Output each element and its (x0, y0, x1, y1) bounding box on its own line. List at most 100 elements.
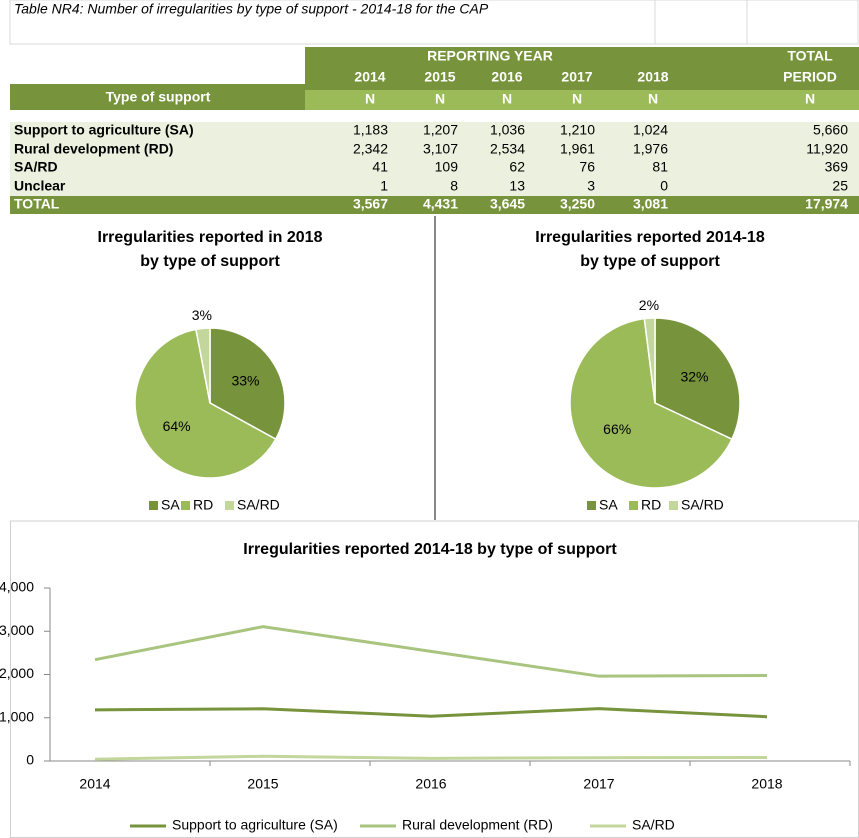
total-row-bg (10, 196, 859, 214)
pie-slice (195, 327, 211, 404)
legend-swatch (629, 501, 638, 510)
x-tick-label: 2018 (751, 776, 782, 792)
legend-swatch (149, 501, 158, 510)
cell: 369 (825, 159, 849, 175)
line-series (94, 754, 768, 761)
legend-label: Rural development (RD) (402, 817, 553, 833)
column-header: PERIOD (783, 69, 837, 85)
unit-row-bg (305, 90, 859, 110)
column-header: 2015 (424, 69, 455, 85)
cell: 4,431 (423, 196, 458, 212)
pie-slice (569, 317, 733, 489)
legend-label: SA (599, 497, 618, 513)
unit-label: N (805, 91, 815, 107)
unit-label: N (648, 91, 658, 107)
cell: 3,107 (423, 141, 458, 157)
cell: 76 (579, 159, 595, 175)
cell: 3,645 (490, 196, 525, 212)
column-header: 2014 (354, 69, 385, 85)
cell: 3 (587, 178, 595, 194)
header-bg (10, 84, 305, 110)
unit-label: N (435, 91, 445, 107)
unit-label: N (502, 91, 512, 107)
cell: 1,024 (633, 122, 668, 138)
y-tick-label: 4,000 (0, 579, 34, 595)
cell: 1,976 (633, 141, 668, 157)
cell: 11,920 (806, 141, 848, 157)
legend-label: SA (161, 497, 180, 513)
pie-slice (134, 328, 277, 479)
cell: 1,961 (560, 141, 595, 157)
column-header: 2016 (491, 69, 522, 85)
cell: 1 (380, 178, 388, 194)
chart-title: Irregularities reported in 2018 (98, 229, 323, 246)
header-bg (305, 47, 859, 90)
column-header: Type of support (106, 89, 211, 105)
cell: 2,342 (353, 141, 388, 157)
chart-title: by type of support (140, 253, 280, 270)
cell: 2,534 (490, 141, 525, 157)
x-tick-label: 2014 (79, 776, 110, 792)
cell: 3,081 (633, 196, 668, 212)
cell: 109 (435, 159, 459, 175)
column-header: 2018 (637, 69, 668, 85)
row-label: TOTAL (14, 196, 60, 212)
cell: 1,183 (353, 122, 388, 138)
cell: 41 (372, 159, 388, 175)
column-header: TOTAL (787, 48, 833, 64)
cell: 81 (652, 159, 668, 175)
chart-title: Irregularities reported 2014-18 (535, 229, 765, 246)
pie-slice (209, 327, 286, 441)
legend-swatch (225, 501, 234, 510)
column-header: 2017 (561, 69, 592, 85)
row-label: Rural development (RD) (14, 141, 173, 157)
row-label: SA/RD (14, 159, 58, 175)
y-tick-label: 2,000 (0, 665, 34, 681)
y-tick-label: 0 (26, 752, 34, 768)
data-label: 33% (231, 373, 259, 389)
title-cell (9, 0, 859, 45)
unit-label: N (572, 91, 582, 107)
chart-title: by type of support (580, 253, 720, 270)
pie-slice (654, 317, 741, 441)
data-label: 64% (163, 418, 191, 434)
data-label: 66% (603, 421, 631, 437)
legend-swatch (181, 501, 190, 510)
cell: 0 (660, 178, 668, 194)
legend-label: SA/RD (632, 817, 675, 833)
y-tick-label: 1,000 (0, 708, 34, 724)
cell: 17,974 (805, 196, 848, 212)
legend-label: RD (641, 497, 661, 513)
data-label: 32% (680, 369, 708, 385)
cell: 1,210 (560, 122, 595, 138)
legend-label: SA/RD (681, 497, 724, 513)
data-label: 2% (639, 297, 659, 313)
cell: 3,250 (560, 196, 595, 212)
line-series (94, 707, 768, 719)
legend-swatch (669, 501, 678, 510)
y-tick-label: 3,000 (0, 622, 34, 638)
x-tick-label: 2017 (583, 776, 614, 792)
legend-label: RD (193, 497, 213, 513)
row-label: Unclear (14, 178, 66, 194)
x-tick-label: 2015 (247, 776, 278, 792)
data-label: 3% (192, 307, 212, 323)
cell: 3,567 (353, 196, 388, 212)
line-series (94, 625, 768, 678)
table-title: Table NR4: Number of irregularities by t… (14, 1, 489, 17)
column-group: REPORTING YEAR (427, 48, 553, 64)
legend-label: SA/RD (237, 497, 280, 513)
cell: 25 (832, 178, 848, 194)
unit-label: N (365, 91, 375, 107)
cell: 13 (509, 178, 525, 194)
legend-label: Support to agriculture (SA) (172, 817, 338, 833)
cell: 8 (450, 178, 458, 194)
cell: 1,036 (490, 122, 525, 138)
body-bg (10, 122, 859, 196)
pie-slice (643, 317, 656, 404)
legend-swatch (587, 501, 596, 510)
x-tick-label: 2016 (415, 776, 446, 792)
chart-title: Irregularities reported 2014-18 by type … (243, 541, 617, 558)
cell: 5,660 (813, 122, 848, 138)
